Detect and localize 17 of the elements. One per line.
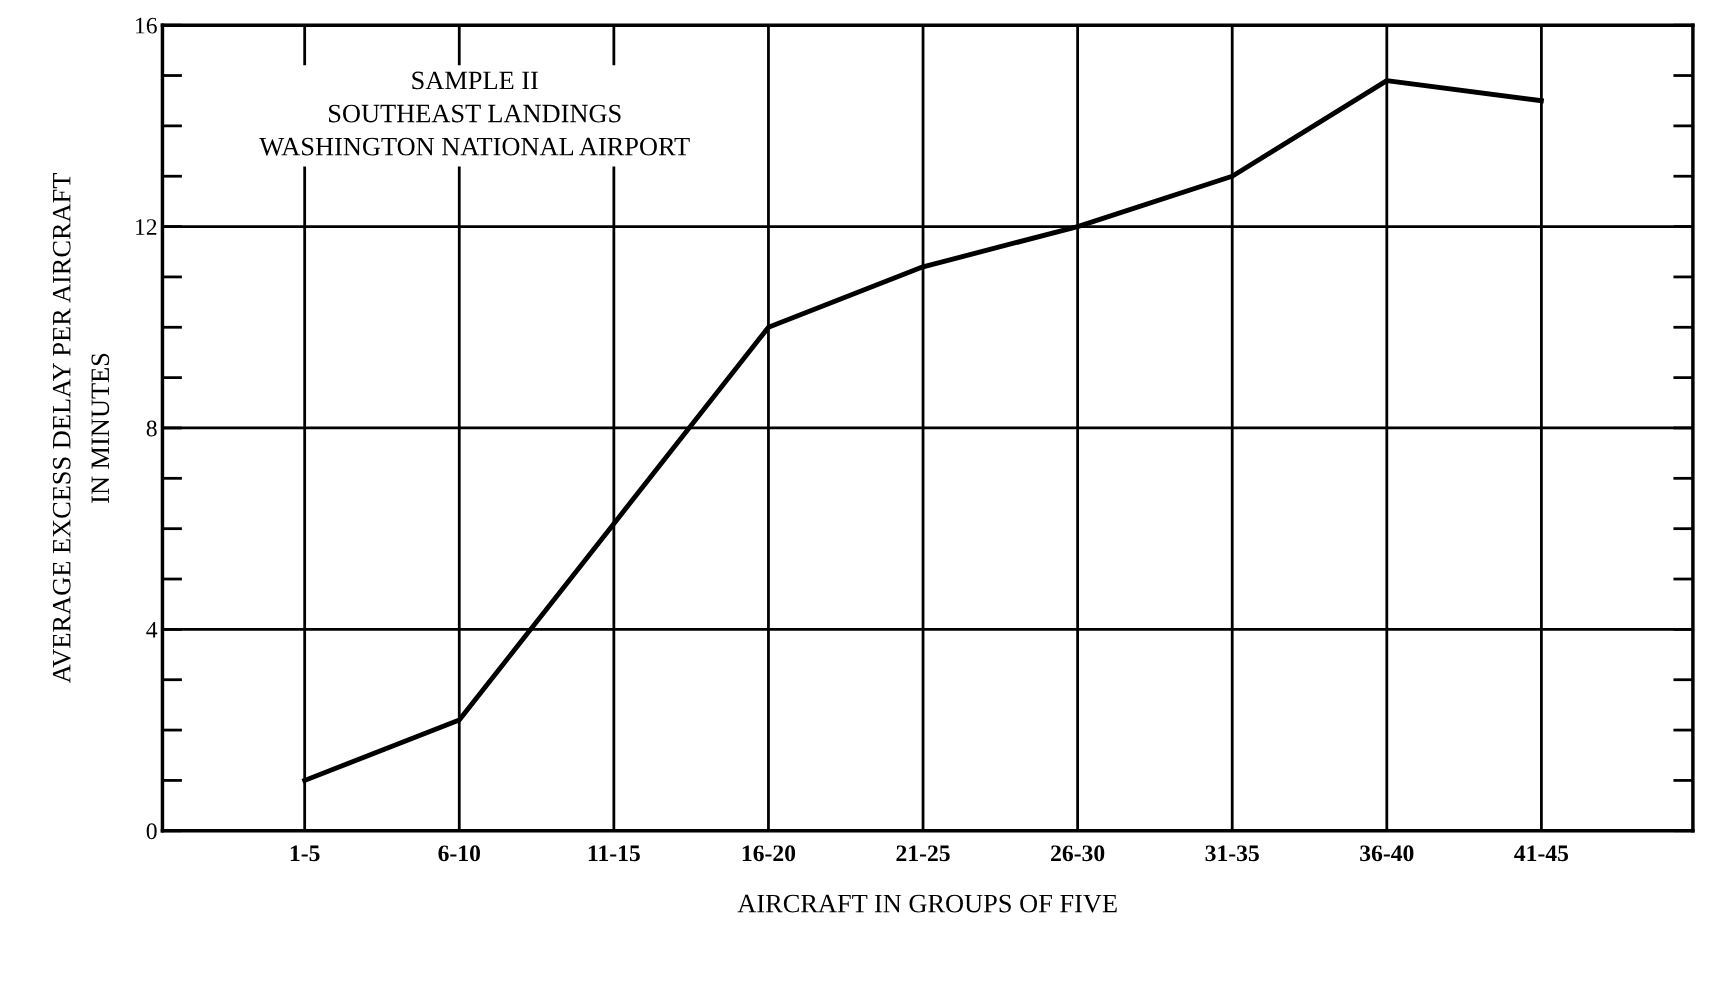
x-tick-label: 6-10	[438, 845, 480, 862]
x-tick-label: 26-30	[1051, 845, 1105, 862]
y-tick-label: 12	[136, 219, 157, 235]
annotation: SAMPLE II SOUTHEAST LANDINGS WASHINGTON NATIONAL AIRPORT	[259, 71, 690, 156]
x-tick-label: 41-45	[1514, 845, 1569, 862]
x-tick-label: 36-40	[1360, 845, 1414, 862]
x-tick-label: 21-25	[896, 845, 950, 862]
x-tick-label: 16-20	[742, 845, 796, 862]
x-tick-label: 1-5	[290, 845, 320, 862]
x-tick-label: 31-35	[1205, 845, 1259, 862]
y-tick-label: 4	[146, 622, 158, 638]
y-tick-label: 16	[136, 17, 157, 34]
y-axis-title: AVERAGE EXCESS DELAY PER AIRCRAFT IN MINUTES	[52, 173, 110, 684]
x-tick-label: 11-15	[588, 845, 640, 862]
y-tick-label: 8	[146, 420, 157, 437]
y-tick-label: 0	[146, 823, 157, 840]
x-axis-title: AIRCRAFT IN GROUPS OF FIVE	[737, 894, 1117, 913]
